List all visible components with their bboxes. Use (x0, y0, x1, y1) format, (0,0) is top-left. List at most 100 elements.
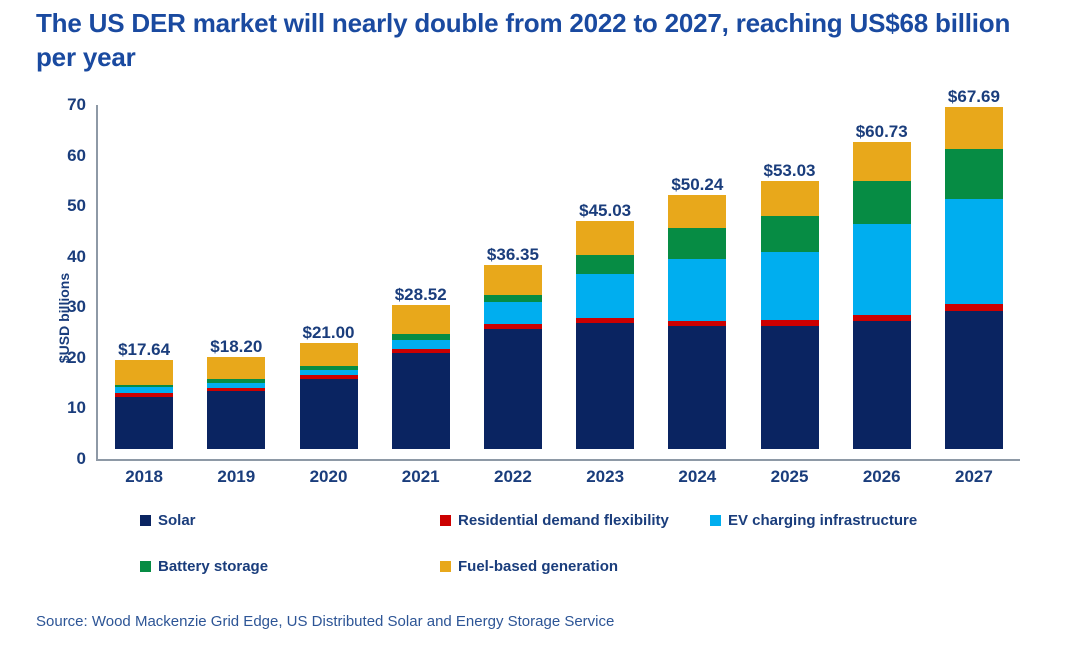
bar-total-label: $53.03 (763, 160, 816, 180)
legend-label: Residential demand flexibility (458, 512, 669, 529)
legend-swatch-icon (140, 561, 151, 572)
bar-segment[interactable] (391, 340, 450, 350)
bar-segment[interactable] (576, 221, 635, 255)
legend-item[interactable]: Solar (140, 512, 440, 529)
legend-label: Battery storage (158, 558, 269, 575)
bar-stack (576, 221, 635, 449)
legend-row: Battery storage Fuel-based generation (140, 558, 1020, 604)
bar-segment[interactable] (391, 304, 450, 335)
legend-swatch-icon (440, 561, 451, 572)
bar-segment[interactable] (207, 357, 266, 379)
bar-column-2024[interactable]: $50.24 (651, 95, 743, 459)
y-tick-label: 0 (76, 449, 86, 468)
bar-total-label: $36.35 (486, 245, 539, 265)
bar-segment[interactable] (760, 180, 819, 217)
bar-segment[interactable] (299, 366, 358, 370)
bar-segment[interactable] (115, 396, 174, 449)
bar-total-label: $21.00 (302, 322, 355, 342)
x-tick-label: 2021 (401, 467, 440, 486)
legend-label: Solar (158, 512, 196, 529)
bar-segment[interactable] (852, 181, 911, 224)
bar-segment[interactable] (115, 359, 174, 385)
bar-total-label: $18.20 (210, 336, 263, 356)
bar-stack (207, 357, 266, 449)
bar-segment[interactable] (299, 378, 358, 449)
x-tick-label: 2025 (770, 467, 809, 486)
bar-segment[interactable] (760, 216, 819, 253)
bar-segment[interactable] (391, 349, 450, 354)
legend-swatch-icon (710, 515, 721, 526)
y-tick-label: 70 (67, 95, 86, 114)
bar-segment[interactable] (668, 228, 727, 260)
bar-segment[interactable] (391, 334, 450, 341)
x-tick-label: 2020 (309, 467, 348, 486)
bar-segment[interactable] (944, 106, 1003, 150)
bar-segment[interactable] (483, 265, 542, 295)
bar-segment[interactable] (760, 325, 819, 449)
bar-total-label: $50.24 (671, 174, 724, 194)
bar-segment[interactable] (760, 252, 819, 321)
bar-total-label: $17.64 (118, 339, 171, 359)
chart-plot-area: $USD billions 0 10 20 30 40 50 60 70 $17.64 $18.… (0, 87, 1080, 490)
legend-item[interactable]: Battery storage (140, 558, 440, 575)
legend-item[interactable]: Fuel-based generation (440, 558, 710, 575)
x-tick-label: 2022 (494, 467, 532, 486)
bar-segment[interactable] (576, 254, 635, 275)
chart-legend: Solar Residential demand flexibility EV ch… (140, 512, 1020, 604)
bar-segment[interactable] (668, 326, 727, 449)
bar-segment[interactable] (483, 323, 542, 329)
source-note: Source: Wood Mackenzie Grid Edge, US Dis… (36, 613, 615, 630)
bar-column-2019[interactable]: $18.20 (190, 95, 282, 459)
bar-segment[interactable] (944, 198, 1003, 304)
bar-stack (299, 342, 358, 449)
legend-item[interactable]: EV charging infrastructure (710, 512, 1000, 529)
bar-segment[interactable] (576, 322, 635, 449)
bar-column-2020[interactable]: $21.00 (282, 95, 374, 459)
bar-segment[interactable] (852, 321, 911, 449)
bar-segment[interactable] (207, 382, 266, 388)
bar-segment[interactable] (944, 310, 1003, 449)
bar-segment[interactable] (115, 384, 174, 388)
bar-segment[interactable] (576, 317, 635, 323)
bar-column-2018[interactable]: $17.64 (98, 95, 190, 459)
bar-segment[interactable] (483, 328, 542, 449)
bar-segment[interactable] (483, 294, 542, 303)
bar-column-2023[interactable]: $45.03 (559, 95, 651, 459)
x-axis-line (96, 459, 1020, 461)
bar-segment[interactable] (207, 391, 266, 449)
y-tick-label: 30 (67, 297, 86, 317)
bar-segment[interactable] (299, 369, 358, 376)
y-axis-ticks: 0 10 20 30 40 50 60 70 (40, 95, 86, 468)
bar-segment[interactable] (299, 342, 358, 367)
bar-segment[interactable] (852, 223, 911, 315)
bar-segment[interactable] (760, 320, 819, 326)
bar-segment[interactable] (391, 353, 450, 449)
bar-column-2021[interactable]: $28.52 (375, 95, 467, 459)
bar-segment[interactable] (944, 149, 1003, 199)
bar-column-2022[interactable]: $36.35 (467, 95, 559, 459)
bar-segment[interactable] (668, 320, 727, 327)
bar-segment[interactable] (115, 393, 174, 397)
bar-segment[interactable] (299, 375, 358, 379)
y-tick-label: 40 (67, 246, 86, 266)
bar-segment[interactable] (576, 274, 635, 318)
bar-segment[interactable] (668, 259, 727, 321)
bar-segment[interactable] (852, 314, 911, 322)
bar-segment[interactable] (944, 303, 1003, 311)
bar-segment[interactable] (483, 302, 542, 324)
bar-group: $17.64 $18.20 $21.00 $28.52 $36.35 $45.03 $50.… (98, 87, 1020, 459)
bar-column-2025[interactable]: $53.03 (743, 95, 835, 459)
bar-segment[interactable] (207, 379, 266, 383)
legend-swatch-icon (140, 515, 151, 526)
bar-segment[interactable] (115, 387, 174, 394)
bar-column-2026[interactable]: $60.73 (836, 95, 928, 459)
bar-segment[interactable] (207, 387, 266, 392)
page-title: The US DER market will nearly double fro… (36, 8, 1011, 73)
bar-segment[interactable] (852, 141, 911, 182)
legend-item[interactable]: Residential demand flexibility (440, 512, 710, 529)
x-tick-label: 2027 (955, 467, 993, 486)
legend-row: Solar Residential demand flexibility EV ch… (140, 512, 1020, 558)
bar-segment[interactable] (668, 194, 727, 229)
bar-stack (760, 180, 819, 449)
bar-column-2027[interactable]: $67.69 (928, 87, 1020, 459)
